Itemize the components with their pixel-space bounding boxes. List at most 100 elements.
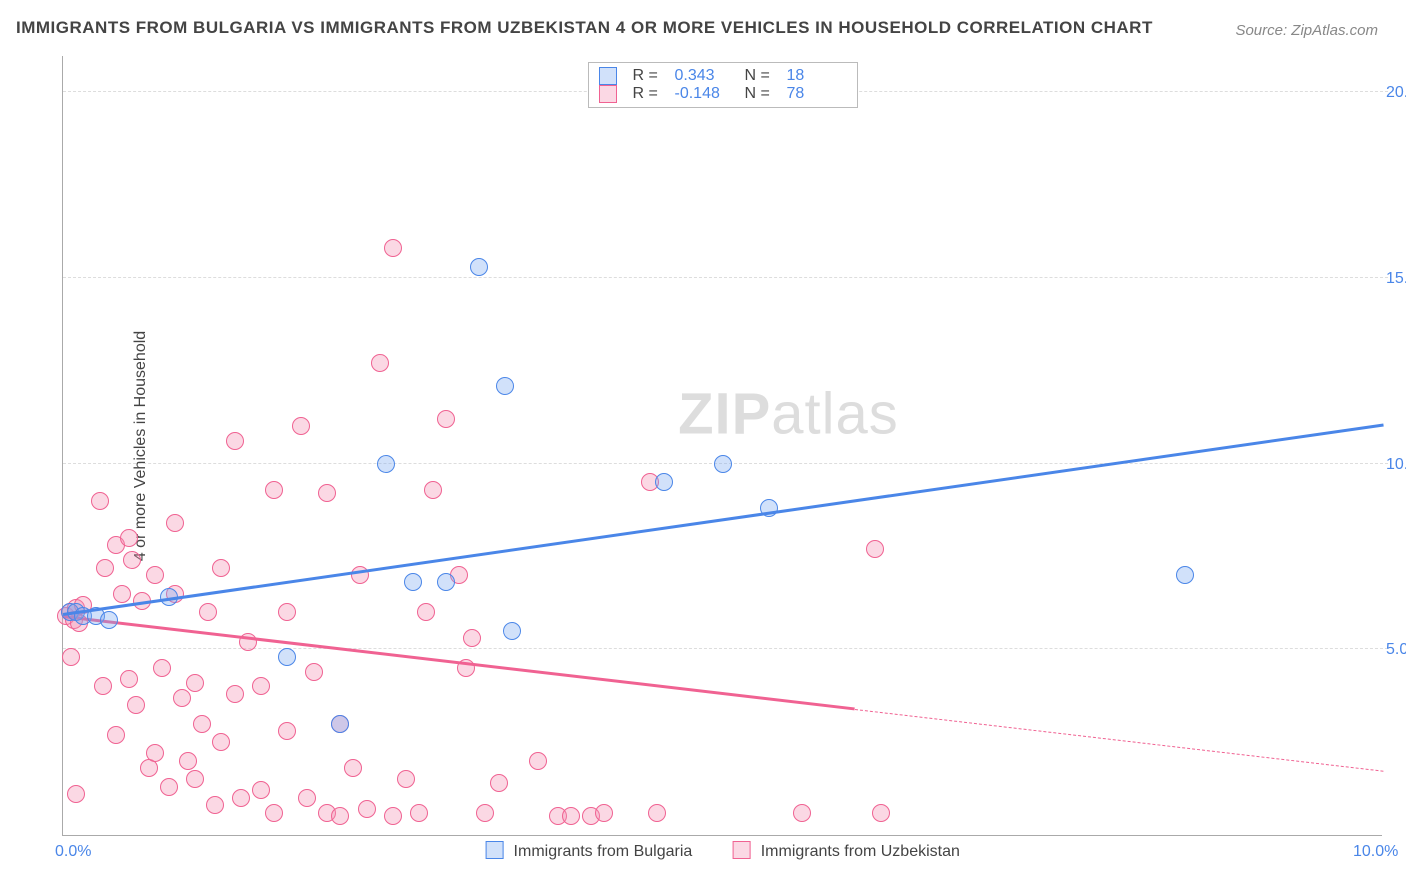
- data-point: [120, 670, 138, 688]
- y-tick-label: 20.0%: [1386, 84, 1406, 102]
- source-label: Source: ZipAtlas.com: [1235, 22, 1378, 39]
- swatch-bulgaria: [599, 67, 617, 85]
- n-label: N =: [745, 67, 777, 85]
- data-point: [212, 733, 230, 751]
- r-value-bulgaria: 0.343: [675, 67, 735, 85]
- swatch-uzbekistan: [599, 85, 617, 103]
- trend-line: [855, 709, 1383, 772]
- legend-label-uzbekistan: Immigrants from Uzbekistan: [761, 843, 960, 860]
- stats-row-bulgaria: R = 0.343 N = 18: [599, 67, 847, 85]
- data-point: [206, 796, 224, 814]
- data-point: [67, 785, 85, 803]
- data-point: [91, 492, 109, 510]
- legend-label-bulgaria: Immigrants from Bulgaria: [514, 843, 693, 860]
- y-tick-label: 5.0%: [1386, 641, 1406, 659]
- data-point: [278, 603, 296, 621]
- data-point: [358, 800, 376, 818]
- data-point: [193, 715, 211, 733]
- data-point: [199, 603, 217, 621]
- watermark: ZIPatlas: [678, 381, 899, 448]
- data-point: [226, 432, 244, 450]
- data-point: [463, 629, 481, 647]
- data-point: [496, 377, 514, 395]
- data-point: [410, 804, 428, 822]
- data-point: [232, 789, 250, 807]
- data-point: [173, 689, 191, 707]
- stats-legend: R = 0.343 N = 18 R = -0.148 N = 78: [588, 62, 858, 108]
- r-label: R =: [633, 85, 665, 103]
- n-value-uzbekistan: 78: [787, 85, 847, 103]
- n-label: N =: [745, 85, 777, 103]
- data-point: [503, 622, 521, 640]
- data-point: [146, 744, 164, 762]
- swatch-uzbekistan: [732, 841, 750, 859]
- data-point: [298, 789, 316, 807]
- gridline: [63, 277, 1388, 278]
- data-point: [100, 611, 118, 629]
- data-point: [648, 804, 666, 822]
- data-point: [226, 685, 244, 703]
- data-point: [318, 484, 336, 502]
- data-point: [166, 514, 184, 532]
- legend-item-uzbekistan: Immigrants from Uzbekistan: [732, 841, 960, 861]
- series-legend: Immigrants from Bulgaria Immigrants from…: [485, 841, 960, 861]
- data-point: [278, 648, 296, 666]
- data-point: [252, 677, 270, 695]
- data-point: [872, 804, 890, 822]
- data-point: [127, 696, 145, 714]
- data-point: [793, 804, 811, 822]
- watermark-atlas: atlas: [771, 382, 899, 447]
- data-point: [384, 807, 402, 825]
- data-point: [437, 410, 455, 428]
- data-point: [107, 726, 125, 744]
- y-tick-label: 15.0%: [1386, 270, 1406, 288]
- data-point: [186, 770, 204, 788]
- n-value-bulgaria: 18: [787, 67, 847, 85]
- data-point: [437, 573, 455, 591]
- data-point: [384, 239, 402, 257]
- data-point: [123, 551, 141, 569]
- data-point: [397, 770, 415, 788]
- data-point: [331, 715, 349, 733]
- data-point: [866, 540, 884, 558]
- data-point: [331, 807, 349, 825]
- data-point: [470, 258, 488, 276]
- data-point: [160, 778, 178, 796]
- data-point: [96, 559, 114, 577]
- data-point: [252, 781, 270, 799]
- data-point: [714, 455, 732, 473]
- data-point: [655, 473, 673, 491]
- data-point: [562, 807, 580, 825]
- data-point: [344, 759, 362, 777]
- data-point: [529, 752, 547, 770]
- swatch-bulgaria: [485, 841, 503, 859]
- data-point: [417, 603, 435, 621]
- trend-line: [63, 424, 1383, 616]
- data-point: [94, 677, 112, 695]
- data-point: [265, 481, 283, 499]
- legend-item-bulgaria: Immigrants from Bulgaria: [485, 841, 692, 861]
- data-point: [292, 417, 310, 435]
- data-point: [476, 804, 494, 822]
- data-point: [305, 663, 323, 681]
- data-point: [265, 804, 283, 822]
- scatter-plot: ZIPatlas R = 0.343 N = 18 R = -0.148 N =…: [62, 56, 1382, 836]
- data-point: [404, 573, 422, 591]
- data-point: [377, 455, 395, 473]
- gridline: [63, 648, 1388, 649]
- stats-row-uzbekistan: R = -0.148 N = 78: [599, 85, 847, 103]
- x-tick-label: 10.0%: [1353, 843, 1398, 861]
- data-point: [113, 585, 131, 603]
- data-point: [424, 481, 442, 499]
- data-point: [120, 529, 138, 547]
- x-tick-label: 0.0%: [55, 843, 91, 861]
- page-title: IMMIGRANTS FROM BULGARIA VS IMMIGRANTS F…: [16, 18, 1153, 38]
- data-point: [179, 752, 197, 770]
- data-point: [278, 722, 296, 740]
- data-point: [186, 674, 204, 692]
- data-point: [153, 659, 171, 677]
- data-point: [1176, 566, 1194, 584]
- data-point: [490, 774, 508, 792]
- r-label: R =: [633, 67, 665, 85]
- watermark-zip: ZIP: [678, 382, 771, 447]
